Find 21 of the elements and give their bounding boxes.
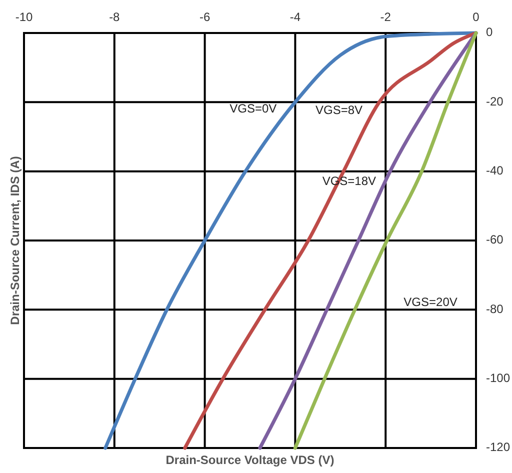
x-axis-title: Drain-Source Voltage VDS (V): [166, 453, 334, 467]
y-tick-label: 0: [486, 25, 493, 40]
series-label: VGS=0V: [230, 101, 277, 116]
x-tick-label: 0: [472, 10, 480, 24]
series-label: VGS=8V: [316, 102, 363, 117]
y-tick-label: -60: [486, 232, 504, 247]
x-tick-label: -6: [199, 10, 210, 24]
line-series: [183, 31, 478, 450]
y-tick-label: -20: [486, 94, 504, 108]
y-tick-label: -40: [486, 164, 504, 178]
y-tick-label: -120: [486, 440, 510, 454]
x-tick-label: -2: [380, 10, 392, 24]
line-series: [293, 31, 478, 450]
y-tick-label: -100: [486, 371, 510, 386]
x-tick-label: -4: [290, 10, 301, 24]
line-series: [104, 31, 478, 450]
x-tick-label: -8: [109, 10, 120, 24]
y-tick-label: -80: [486, 302, 504, 316]
y-axis-title: Drain-Source Current, IDS (A): [8, 156, 22, 325]
x-tick-label: -10: [15, 10, 33, 24]
text: VGS=20V: [404, 294, 458, 309]
